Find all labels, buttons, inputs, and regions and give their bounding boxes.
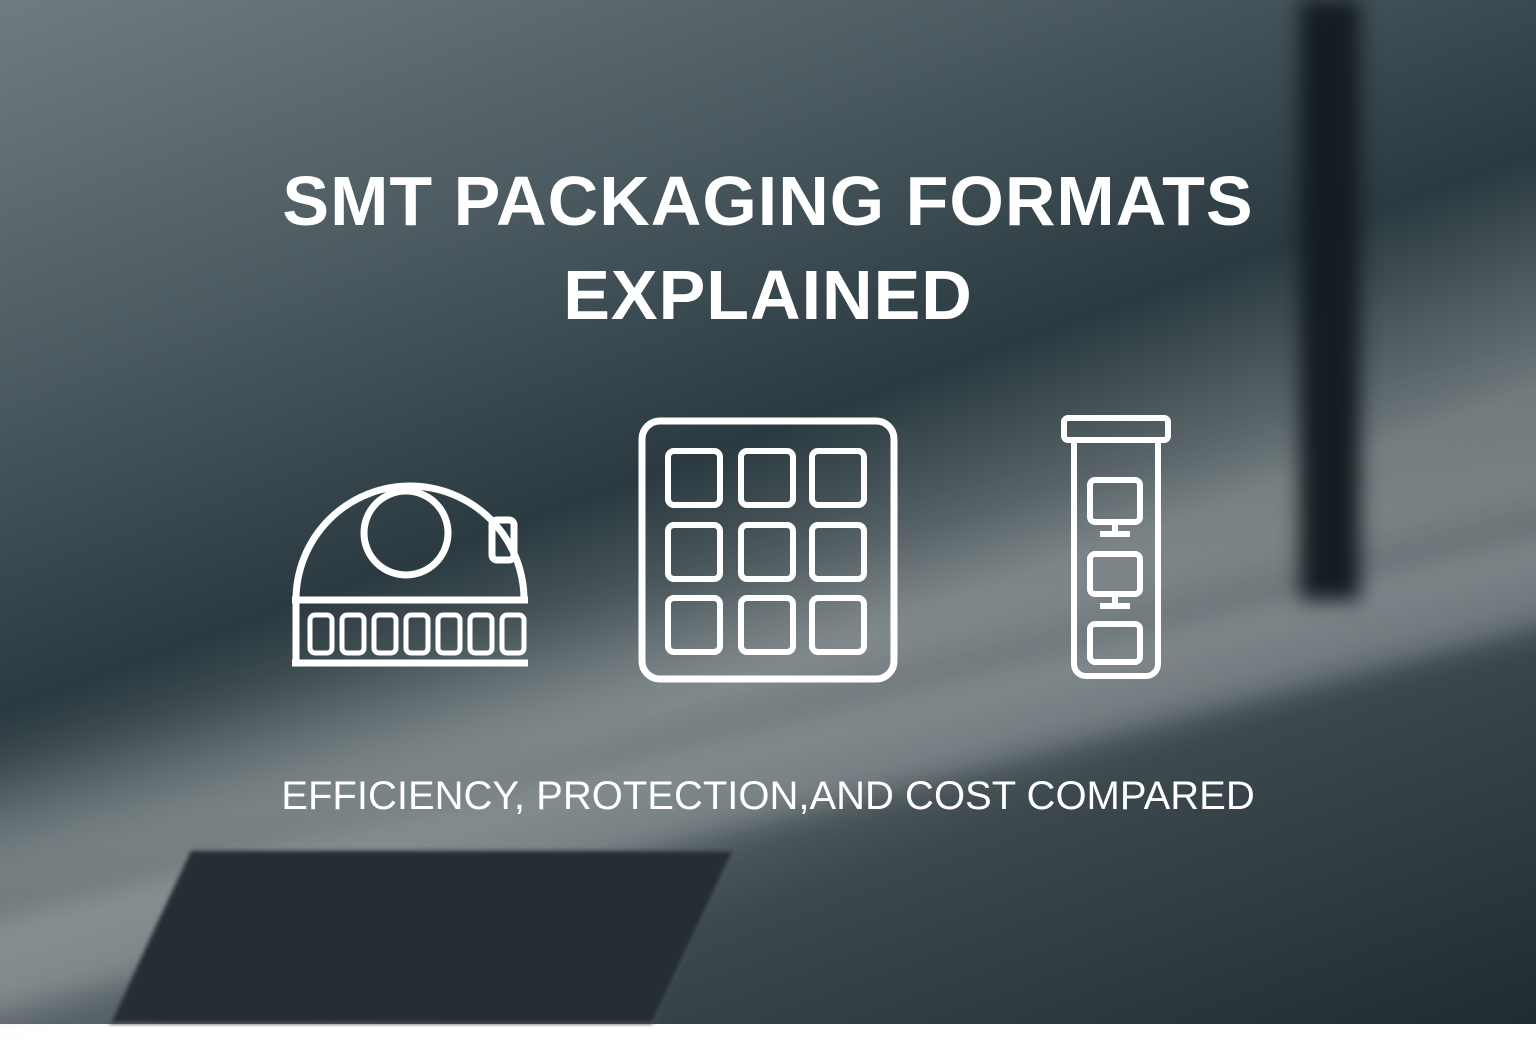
tube-icon — [1061, 415, 1171, 679]
circuit-board — [109, 850, 735, 1024]
subtitle: EFFICIENCY, PROTECTION,AND COST COMPARED — [281, 774, 1255, 818]
title-line-1: SMT PACKAGING FORMATS — [282, 162, 1254, 240]
tape-reel-icon — [292, 482, 528, 667]
title-line-2: EXPLAINED — [563, 256, 973, 334]
machine-post — [1300, 0, 1360, 600]
tray-icon — [638, 417, 898, 683]
